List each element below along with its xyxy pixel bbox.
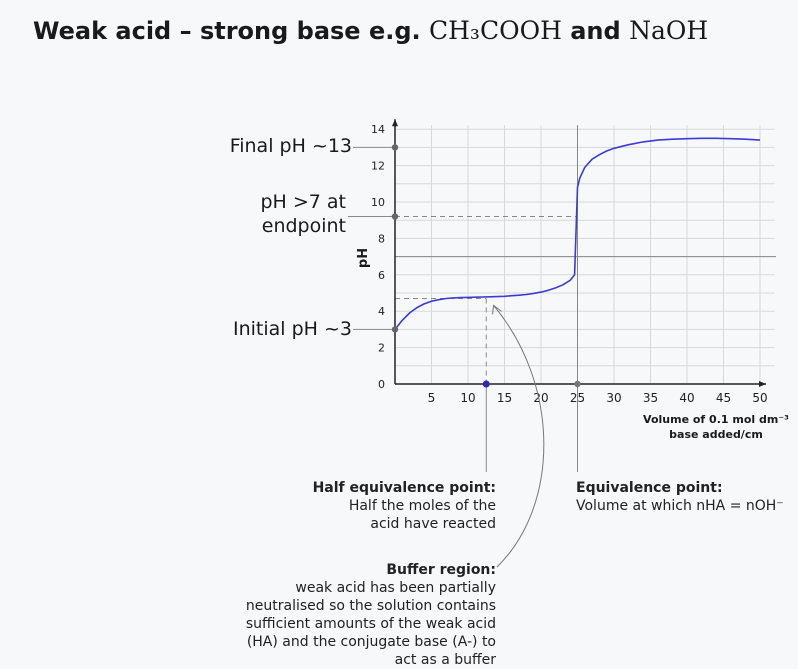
- x-axis-arrow: [759, 381, 766, 387]
- equivalence-annotation: Equivalence point: Volume at which nHA =…: [576, 479, 791, 515]
- x-axis-label: Volume of 0.1 mol dm⁻³ base added/cm: [636, 412, 796, 442]
- x-axis-label-line2: base added/cm: [669, 428, 763, 441]
- half-equivalence-marker: [482, 380, 490, 388]
- x-tick-label: 40: [679, 391, 694, 405]
- equivalence-heading: Equivalence point:: [576, 480, 723, 496]
- buffer-line-5: act as a buffer: [394, 652, 496, 668]
- x-tick-label: 30: [606, 391, 621, 405]
- y-tick-label: 14: [371, 123, 385, 136]
- buffer-line-3: sufficient amounts of the weak acid: [245, 616, 496, 632]
- half-equivalence-line-2: acid have reacted: [370, 516, 496, 532]
- final-ph-text: Final pH ~13: [229, 135, 352, 157]
- endpoint-ph-marker: [391, 213, 399, 220]
- buffer-line-2: neutralised so the solution contains: [245, 598, 496, 614]
- initial-ph-text: Initial pH ~3: [232, 318, 352, 340]
- x-tick-label: 10: [460, 391, 475, 405]
- half-equivalence-heading: Half equivalence point:: [312, 480, 496, 496]
- chart-grid: [395, 125, 775, 384]
- equivalence-marker: [574, 380, 581, 388]
- endpoint-ph-line2: endpoint: [261, 215, 346, 237]
- buffer-annotation: Buffer region: weak acid has been partia…: [226, 561, 496, 669]
- title-joiner: and: [570, 17, 621, 45]
- final-ph-label: Final pH ~13: [200, 134, 352, 158]
- y-tick-label: 10: [371, 196, 385, 209]
- y-tick-label: 8: [378, 232, 385, 245]
- chart-axes: [392, 119, 766, 387]
- endpoint-ph-line1: pH >7 at: [260, 191, 346, 213]
- guide-lines: [348, 125, 776, 472]
- x-tick-label: 45: [716, 391, 731, 405]
- x-tick-label: 35: [643, 391, 658, 405]
- y-tick-label: 4: [378, 305, 385, 318]
- buffer-line-4: (HA) and the conjugate base (A-) to: [246, 634, 496, 650]
- page-title: Weak acid – strong base e.g. CH₃COOH and…: [33, 16, 708, 45]
- buffer-callout-line: [493, 305, 545, 568]
- y-tick-label: 6: [378, 269, 385, 282]
- final-ph-marker: [391, 144, 399, 151]
- titration-curve-layer: [394, 137, 761, 330]
- y-tick-label: 2: [378, 342, 385, 355]
- y-tick-label: 12: [371, 160, 385, 173]
- x-tick-label: 15: [497, 391, 512, 405]
- half-equivalence-annotation: Half equivalence point: Half the moles o…: [296, 479, 496, 533]
- callout-lines: [492, 304, 545, 568]
- title-formula-base: NaOH: [629, 16, 709, 45]
- titration-curve: [394, 137, 761, 330]
- x-tick-label: 25: [570, 391, 585, 405]
- y-axis-arrow: [392, 119, 398, 127]
- x-tick-label: 20: [533, 391, 548, 405]
- tick-labels: 5 10 15 20 25 30 35 40 45 50 0 2 4 6 8 10 12 14: [371, 123, 768, 405]
- y-tick-label: 0: [378, 378, 385, 391]
- x-tick-label: 50: [752, 391, 767, 405]
- half-equivalence-line-1: Half the moles of the: [348, 498, 496, 514]
- buffer-callout-arrowhead: [492, 304, 502, 315]
- point-markers: [391, 144, 581, 388]
- title-text: Weak acid – strong base e.g.: [33, 17, 421, 45]
- equivalence-line-1: Volume at which nHA = nOH⁻: [576, 498, 784, 514]
- endpoint-ph-label: pH >7 at endpoint: [220, 190, 346, 238]
- initial-ph-label: Initial pH ~3: [200, 317, 352, 341]
- x-axis-label-line1: Volume of 0.1 mol dm⁻³: [643, 413, 789, 426]
- initial-ph-marker: [391, 326, 399, 333]
- y-axis-label: pH: [356, 248, 371, 268]
- title-formula-acid: CH₃COOH: [429, 16, 562, 45]
- x-tick-label: 5: [428, 391, 436, 405]
- buffer-line-1: weak acid has been partially: [295, 580, 496, 596]
- buffer-heading: Buffer region:: [386, 562, 496, 578]
